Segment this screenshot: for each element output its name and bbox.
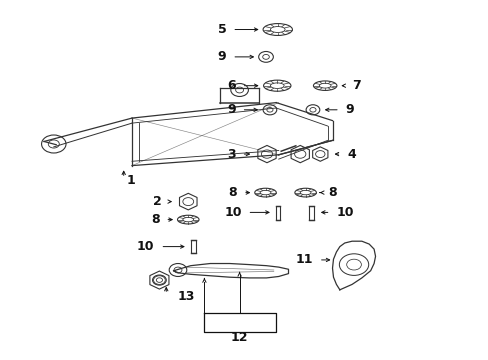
Text: 12: 12 bbox=[230, 331, 248, 344]
Text: 8: 8 bbox=[150, 213, 159, 226]
Bar bbox=[275, 206, 280, 220]
Text: 10: 10 bbox=[336, 206, 353, 219]
Text: 9: 9 bbox=[345, 103, 354, 116]
Text: 13: 13 bbox=[177, 291, 194, 303]
Text: 6: 6 bbox=[226, 79, 235, 92]
Bar bbox=[309, 206, 313, 220]
Text: 4: 4 bbox=[346, 148, 355, 161]
Text: 8: 8 bbox=[228, 186, 237, 199]
Text: 3: 3 bbox=[226, 148, 235, 161]
Text: 8: 8 bbox=[328, 186, 337, 199]
Text: 9: 9 bbox=[226, 103, 235, 116]
Bar bbox=[191, 240, 195, 253]
Text: 10: 10 bbox=[137, 240, 154, 253]
Text: 10: 10 bbox=[224, 206, 241, 219]
Text: 2: 2 bbox=[152, 195, 161, 208]
Text: 5: 5 bbox=[217, 23, 226, 36]
Text: 7: 7 bbox=[351, 79, 360, 92]
Text: 11: 11 bbox=[295, 253, 312, 266]
Text: 9: 9 bbox=[217, 50, 226, 63]
Text: 1: 1 bbox=[126, 174, 135, 187]
